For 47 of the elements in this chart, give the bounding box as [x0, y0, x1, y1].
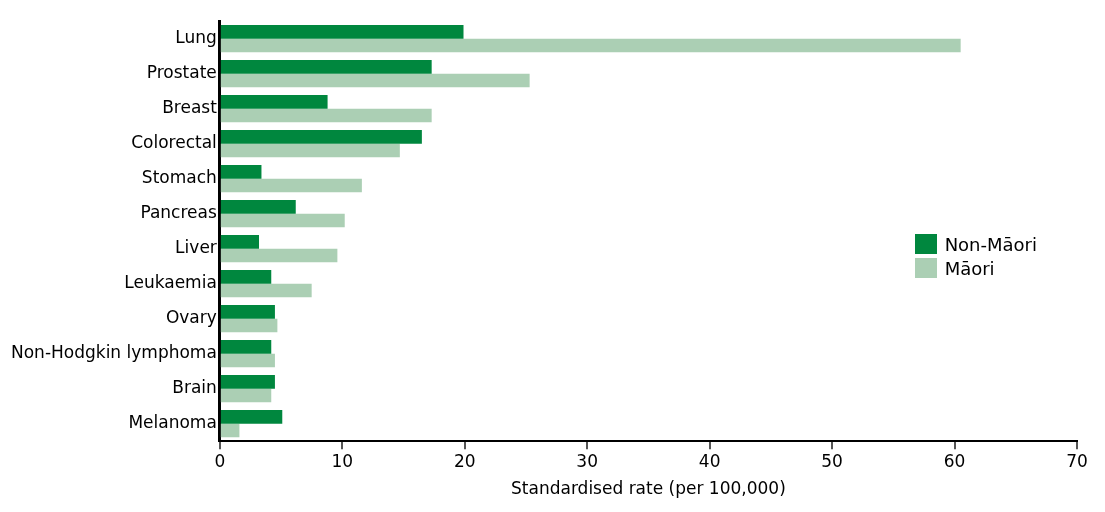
bar [220, 270, 272, 284]
bar [220, 73, 530, 88]
legend-label: Non-Māori [944, 233, 1037, 255]
bar [220, 200, 296, 214]
y-tick-label: Liver [175, 237, 217, 258]
bar [220, 283, 312, 298]
y-tick-label: Colorectal [131, 132, 217, 153]
y-tick-label: Lung [175, 27, 217, 48]
bar [220, 375, 275, 389]
y-tick-label: Breast [162, 97, 218, 118]
bar [220, 305, 275, 319]
x-axis-title: Standardised rate (per 100,000) [511, 478, 786, 499]
legend-label: Māori [944, 257, 995, 279]
bar [220, 318, 278, 333]
x-tick-label: 10 [331, 450, 354, 471]
bar [220, 388, 272, 403]
bar [220, 178, 362, 193]
y-tick-label: Prostate [146, 62, 217, 83]
bar [220, 108, 432, 123]
bar [220, 423, 240, 438]
bar [220, 143, 400, 158]
y-tick-label: Leukaemia [124, 272, 217, 293]
y-tick-label: Ovary [165, 307, 217, 328]
x-tick-label: 40 [698, 450, 721, 471]
bar [220, 95, 328, 109]
y-tick-label: Non-Hodgkin lymphoma [11, 342, 217, 363]
bar [220, 248, 338, 263]
bar [220, 60, 432, 74]
y-tick-label: Brain [172, 377, 217, 398]
y-tick-label: Pancreas [140, 202, 217, 223]
x-tick-label: 20 [453, 450, 476, 471]
x-tick-label: 50 [821, 450, 843, 471]
bar [220, 410, 283, 424]
x-tick-label: 70 [1066, 450, 1088, 471]
bar [220, 235, 260, 249]
bar [220, 130, 422, 144]
y-tick-label: Stomach [141, 167, 217, 188]
bar [220, 213, 345, 228]
x-tick-label: 0 [214, 450, 226, 471]
x-tick-label: 30 [576, 450, 599, 471]
bar [220, 165, 262, 179]
x-tick-label: 60 [943, 450, 966, 471]
bar [220, 38, 961, 53]
bar [220, 353, 275, 368]
bar [220, 340, 272, 354]
bar [220, 25, 464, 39]
y-tick-label: Melanoma [128, 412, 217, 433]
